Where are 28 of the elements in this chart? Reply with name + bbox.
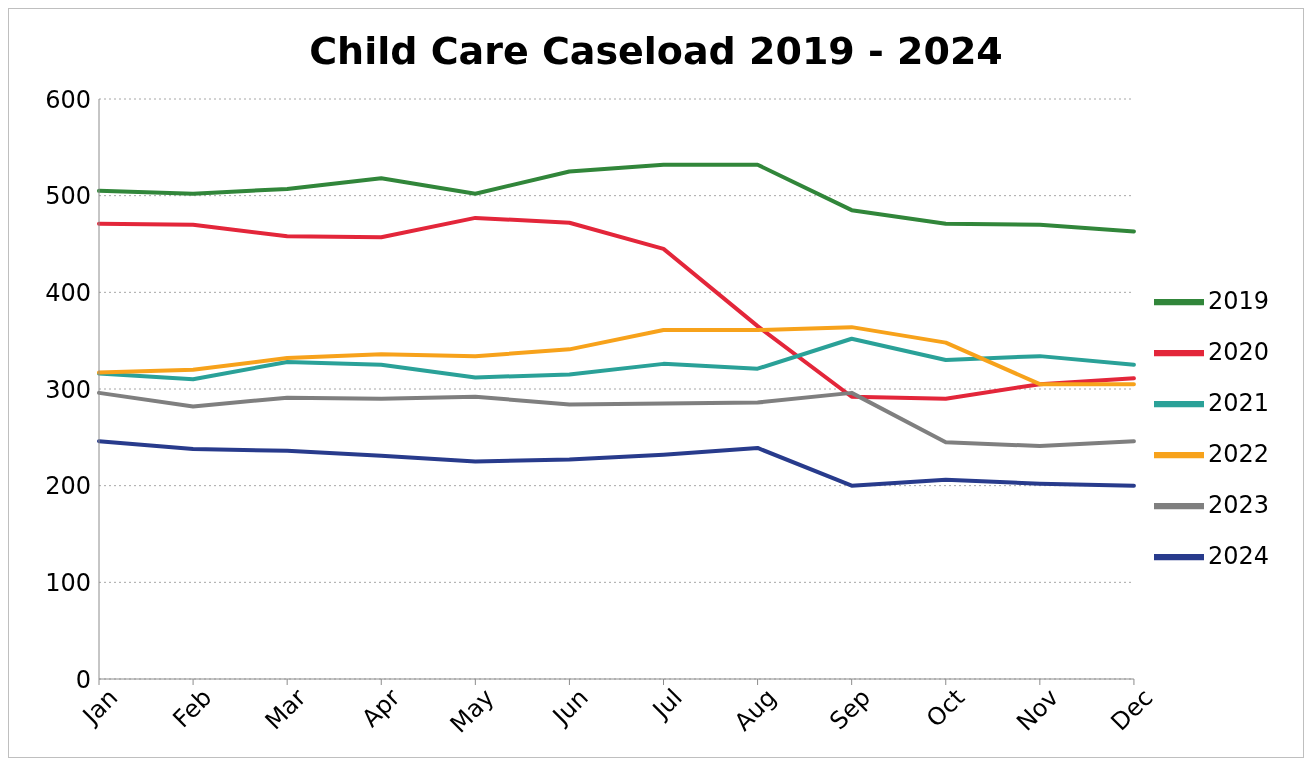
chart-title: Child Care Caseload 2019 - 2024: [309, 29, 1003, 73]
line-series: [97, 162, 1136, 234]
line-series: [97, 325, 1136, 387]
line-series: [97, 439, 1136, 488]
x-tick-label: Mar: [259, 683, 312, 736]
legend-label: 2023: [1207, 491, 1269, 519]
x-tick-label: Dec: [1105, 683, 1159, 737]
x-tick-label: Oct: [920, 683, 971, 733]
legend-label: 2024: [1207, 542, 1269, 570]
y-tick-label: 400: [45, 278, 91, 307]
y-tick-label: 100: [45, 568, 91, 597]
y-tick-label: 500: [45, 182, 91, 211]
y-tick-label: 200: [45, 472, 91, 501]
legend-label: 2022: [1207, 440, 1269, 468]
y-tick-label: 600: [45, 85, 91, 114]
y-tick-label: 0: [75, 665, 91, 694]
x-tick-label: Jul: [646, 683, 688, 726]
legend-label: 2021: [1207, 389, 1269, 417]
legend-label: 2020: [1207, 338, 1269, 366]
line-series: [97, 215, 1136, 401]
line-series: [97, 336, 1136, 382]
y-tick-label: 300: [45, 375, 91, 404]
legend-label: 2019: [1207, 287, 1269, 315]
x-tick-label: Jun: [545, 683, 594, 732]
x-tick-label: Apr: [356, 683, 406, 733]
line-series: [97, 390, 1136, 449]
x-tick-label: Sep: [824, 683, 876, 736]
x-tick-label: Feb: [167, 683, 218, 734]
